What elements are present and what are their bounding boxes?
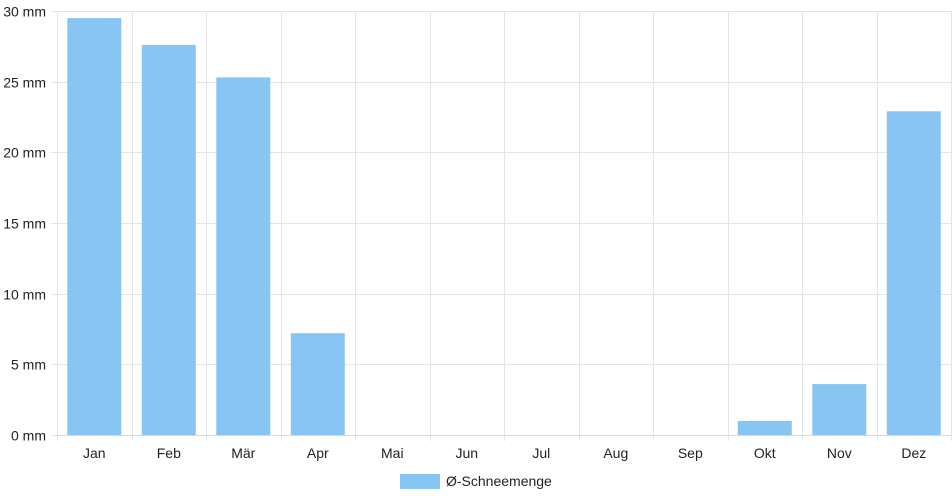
bars — [67, 18, 941, 436]
y-tick-label: 5 mm — [11, 357, 46, 373]
y-tick-label: 15 mm — [3, 216, 46, 232]
bar-apr[interactable] — [290, 333, 345, 435]
legend-label[interactable]: Ø-Schneemenge — [446, 473, 552, 489]
y-tick-label: 25 mm — [3, 75, 46, 91]
x-tick-label: Apr — [307, 445, 329, 461]
x-tick-label: Okt — [754, 445, 776, 461]
axes: 0 mm 5 mm 10 mm 15 mm 20 mm 25 mm 30 mm Jan Feb M… — [3, 4, 951, 461]
x-tick-label: Mär — [231, 445, 255, 461]
x-tick-label: Sep — [678, 445, 703, 461]
x-tick-label: Mai — [381, 445, 404, 461]
bar-dez[interactable] — [886, 111, 941, 436]
y-tick-label: 0 mm — [11, 428, 46, 444]
y-tick-label: 20 mm — [3, 145, 46, 161]
y-tick-label: 30 mm — [3, 4, 46, 20]
bar-nov[interactable] — [812, 384, 867, 435]
bar-jan[interactable] — [67, 18, 122, 435]
grid-lines — [51, 11, 952, 441]
x-tick-label: Jun — [456, 445, 479, 461]
x-tick-label: Aug — [603, 445, 628, 461]
x-tick-label: Feb — [157, 445, 181, 461]
x-tick-label: Nov — [827, 445, 852, 461]
x-tick-label: Jul — [532, 445, 550, 461]
x-tick-label: Jan — [83, 445, 106, 461]
bar-okt[interactable] — [737, 420, 792, 435]
legend[interactable]: Ø-Schneemenge — [400, 473, 552, 489]
bar-feb[interactable] — [141, 44, 196, 436]
legend-swatch[interactable] — [400, 474, 440, 489]
bar-mär[interactable] — [216, 77, 271, 436]
x-tick-label: Dez — [901, 445, 926, 461]
y-tick-label: 10 mm — [3, 287, 46, 303]
